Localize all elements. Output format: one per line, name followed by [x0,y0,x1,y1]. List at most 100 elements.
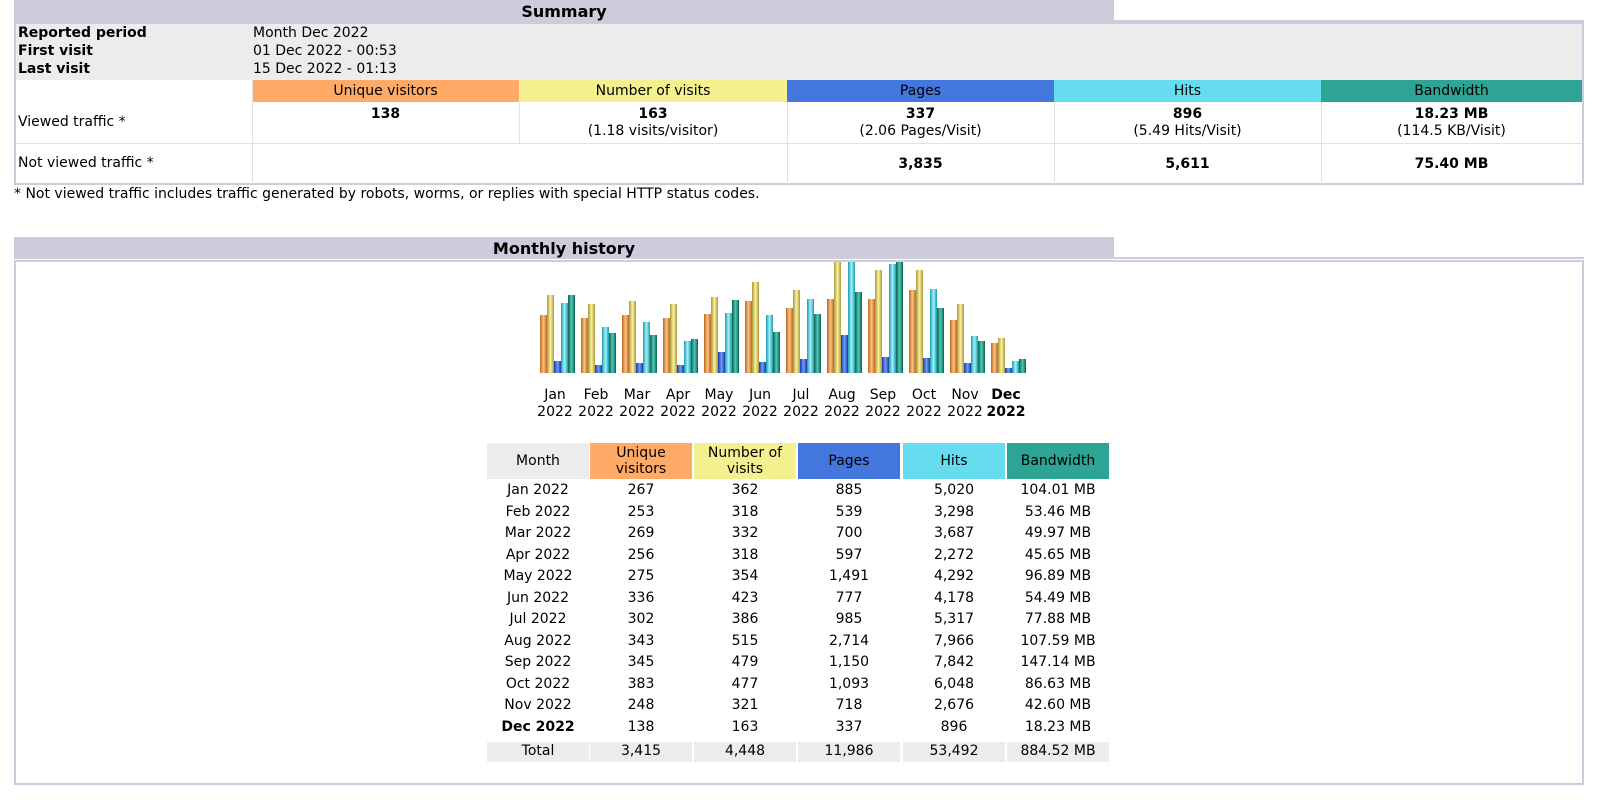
summary-row-divider [16,143,1582,144]
x-label-nov: Nov 2022 [944,387,986,421]
total-hits: 53,492 [929,743,979,759]
bar-pages-nov-2022 [964,363,971,373]
table-cell-number-of-visits: 479 [731,654,759,670]
x-label-year: 2022 [986,404,1026,420]
not-viewed-traffic-label: Not viewed traffic * [18,155,154,171]
x-label-jan: Jan 2022 [534,387,576,421]
table-cell-unique-visitors: 248 [627,697,655,713]
bar-pages-aug-2022 [841,335,848,373]
x-label-month: Jun [749,387,771,403]
table-cell-bandwidth: 42.60 MB [1024,697,1092,713]
table-cell-pages: 885 [835,482,863,498]
x-label-month: May [704,387,734,403]
x-label-month: Dec [991,387,1021,403]
monthly-title-bar: Monthly history [14,237,1114,259]
bar-pages-may-2022 [718,352,725,373]
bar-unique-jun-2022 [745,301,752,373]
x-label-feb: Feb 2022 [575,387,617,421]
not-viewed-note: * Not viewed traffic includes traffic ge… [14,186,760,202]
bar-hits-feb-2022 [602,327,609,373]
table-row-month: Jul 2022 [509,611,567,627]
table-cell-bandwidth: 96.89 MB [1024,568,1092,584]
not-viewed-hits: 5,611 [1165,156,1210,172]
table-cell-number-of-visits: 318 [731,546,759,563]
table-cell-pages: 337 [835,718,863,735]
bar-bandwidth-apr-2022 [691,339,698,373]
bar-unique-sep-2022 [868,299,875,373]
table-header-pages: Pages [798,443,900,479]
bar-bandwidth-mar-2022 [650,335,657,373]
summary-grid-line [252,80,253,184]
viewed-bandwidth-sub: (114.5 KB/Visit) [1397,123,1506,139]
bar-bandwidth-oct-2022 [937,308,944,373]
total-cell-background [798,742,900,762]
total-cell-background [590,742,692,762]
table-cell-bandwidth: 53.46 MB [1024,503,1092,520]
table-cell-hits: 2,272 [933,546,975,563]
bar-pages-jun-2022 [759,362,766,373]
table-cell-number-of-visits: 386 [731,611,759,627]
table-cell-unique-visitors: 256 [627,546,655,563]
x-label-month: Jan [544,387,566,403]
bar-pages-apr-2022 [677,365,684,373]
summary-grid-line [519,102,520,144]
table-cell-bandwidth: 54.49 MB [1024,589,1092,606]
total-unique-visitors: 3,415 [620,743,662,759]
last-visit-value: 15 Dec 2022 - 01:13 [253,61,397,77]
bar-pages-dec-2022 [1005,368,1012,373]
bar-bandwidth-sep-2022 [896,262,903,373]
table-cell-number-of-visits: 515 [731,632,759,649]
bar-unique-dec-2022 [991,343,998,373]
x-label-may: May 2022 [698,387,740,421]
x-label-month: Feb [583,387,609,403]
viewed-visits-sub: (1.18 visits/visitor) [587,123,719,139]
table-cell-unique-visitors: 253 [627,503,655,520]
bar-bandwidth-jan-2022 [568,295,575,373]
table-cell-pages: 597 [835,546,863,563]
total-cell-background [903,742,1005,762]
table-cell-pages: 700 [835,525,863,541]
summary-title-rule [1114,20,1584,22]
table-row-month: Sep 2022 [504,654,572,670]
table-cell-pages: 2,714 [828,632,870,649]
x-label-sep: Sep 2022 [862,387,904,421]
x-label-year: 2022 [660,404,696,420]
table-cell-bandwidth: 107.59 MB [1020,632,1096,649]
bar-bandwidth-jun-2022 [773,332,780,373]
table-cell-pages: 1,093 [828,675,870,692]
table-header-unique-visitors: Unique visitors [590,443,692,479]
x-label-mar: Mar 2022 [616,387,658,421]
table-cell-number-of-visits: 321 [731,697,759,713]
table-cell-hits: 3,687 [933,525,975,541]
bar-hits-jun-2022 [766,315,773,373]
total-cell-background [694,742,796,762]
x-label-year: 2022 [947,404,983,420]
x-label-year: 2022 [906,404,942,420]
bar-bandwidth-dec-2022 [1019,359,1026,373]
summary-header-visits: Number of visits [519,80,787,102]
viewed-unique-value: 138 [370,106,401,122]
summary-header-hits: Hits [1054,80,1321,102]
table-cell-unique-visitors: 269 [627,525,655,541]
viewed-hits-sub: (5.49 Hits/Visit) [1133,123,1242,139]
bar-hits-mar-2022 [643,322,650,373]
table-cell-hits: 7,966 [933,632,975,649]
table-row-month: Nov 2022 [504,697,572,713]
table-row-month: Apr 2022 [505,546,571,563]
bar-hits-dec-2022 [1012,361,1019,373]
viewed-bandwidth: 18.23 MB (114.5 KB/Visit) [1321,106,1582,140]
bar-pages-feb-2022 [595,365,602,373]
bar-visits-feb-2022 [588,304,595,373]
table-row-month: Mar 2022 [504,525,572,541]
total-number-of-visits: 4,448 [724,743,766,759]
not-viewed-bandwidth: 75.40 MB [1414,156,1489,172]
bar-unique-nov-2022 [950,320,957,373]
total-cell-background [1007,742,1109,762]
table-cell-unique-visitors: 336 [627,589,655,606]
viewed-pages: 337 (2.06 Pages/Visit) [787,106,1054,140]
table-cell-unique-visitors: 138 [627,718,655,735]
viewed-bandwidth-value: 18.23 MB [1414,106,1489,122]
table-cell-bandwidth: 45.65 MB [1024,546,1092,563]
table-cell-bandwidth: 86.63 MB [1024,675,1092,692]
viewed-hits-value: 896 [1172,106,1203,122]
